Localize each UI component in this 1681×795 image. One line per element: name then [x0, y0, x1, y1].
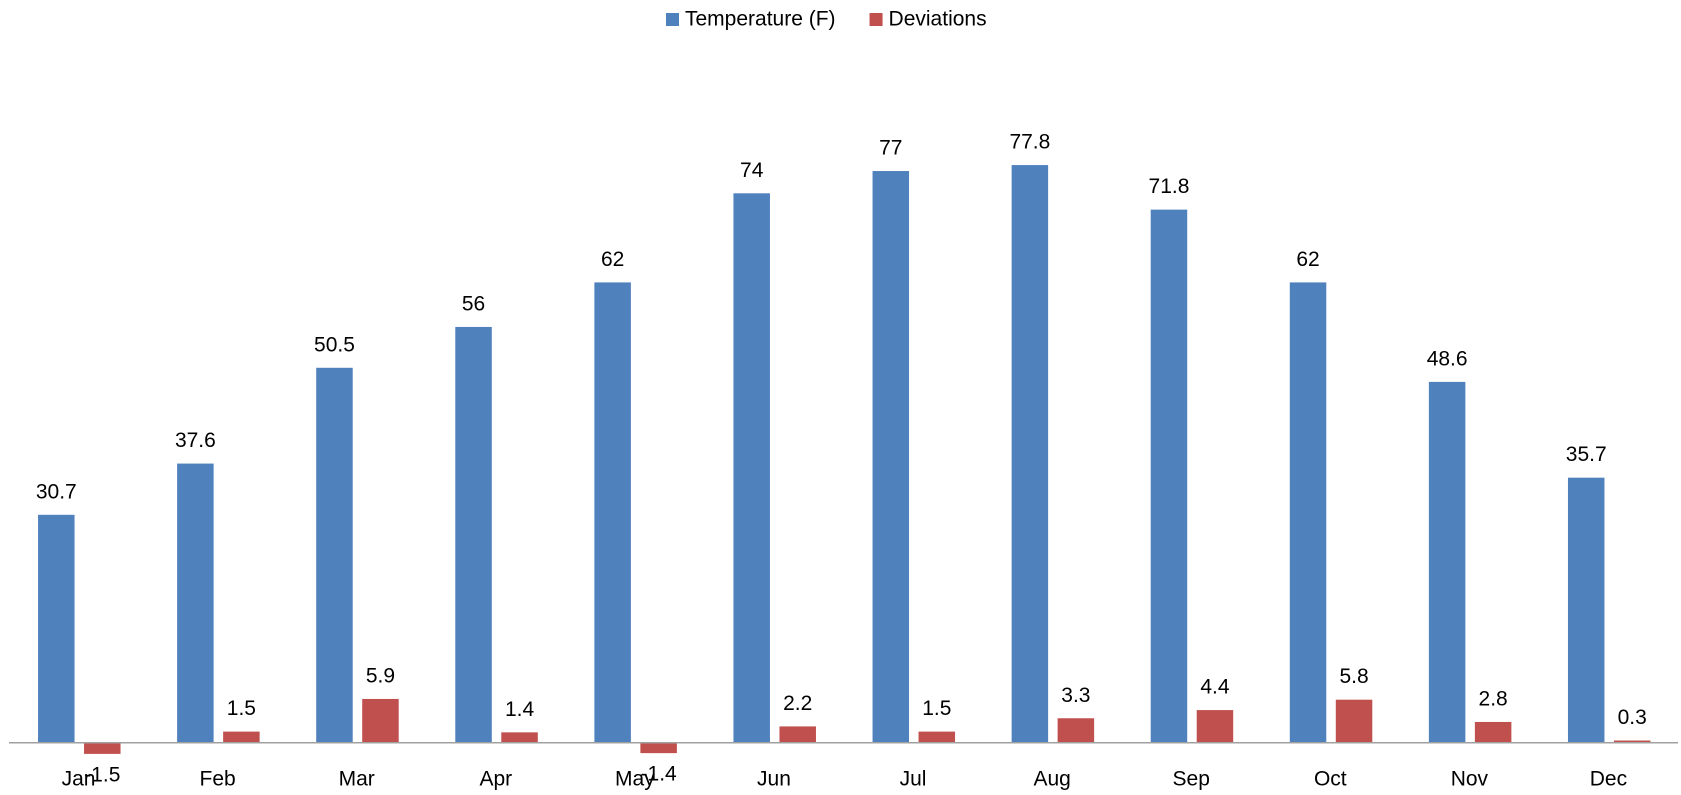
bar: [177, 463, 214, 743]
bar: [733, 193, 770, 743]
value-label: 1.4: [505, 698, 535, 721]
bar: [640, 742, 677, 754]
value-label: 71.8: [1149, 175, 1190, 198]
x-tick-label: Oct: [1314, 768, 1347, 791]
value-label: 0.3: [1618, 706, 1647, 729]
value-label: 62: [1296, 248, 1319, 271]
x-tick-label: Mar: [339, 768, 375, 791]
value-label: 48.6: [1427, 347, 1468, 370]
value-label: 2.8: [1479, 688, 1508, 711]
bar: [918, 731, 956, 743]
value-label: 1.5: [922, 697, 951, 720]
x-tick-label: Jun: [757, 768, 791, 791]
value-label: 5.9: [366, 664, 395, 687]
value-label: -1.5: [84, 763, 120, 786]
x-tick-label: May: [615, 768, 655, 791]
bar: [223, 731, 260, 743]
x-tick-label: Dec: [1590, 768, 1627, 791]
bar: [1011, 165, 1049, 743]
x-tick-label: Aug: [1033, 768, 1070, 791]
value-label: 37.6: [175, 429, 216, 452]
bar: [316, 367, 353, 743]
value-label: 77: [879, 137, 902, 160]
bar: [1150, 209, 1188, 743]
bar: [1567, 477, 1605, 743]
x-tick-label: Feb: [200, 768, 236, 791]
x-tick-label: Apr: [479, 768, 512, 791]
bar: [594, 282, 631, 743]
value-label: 4.4: [1200, 676, 1230, 699]
value-label: 74: [740, 159, 764, 182]
bar: [1428, 381, 1466, 743]
value-label: 3.3: [1061, 684, 1090, 707]
legend-label: Deviations: [889, 8, 987, 31]
value-label: 50.5: [314, 333, 355, 356]
x-tick-label: Sep: [1173, 768, 1210, 791]
value-label: 56: [462, 292, 485, 315]
bar: [455, 326, 492, 743]
value-label: 1.5: [227, 697, 256, 720]
bar: [1613, 740, 1651, 743]
bar: [84, 742, 121, 754]
value-label: 2.2: [783, 692, 812, 715]
bar: [362, 698, 399, 743]
value-label: 62: [601, 248, 624, 271]
bar: [1196, 710, 1234, 743]
value-label: 35.7: [1566, 443, 1607, 466]
value-label: 30.7: [36, 480, 77, 503]
bar: [779, 726, 816, 743]
legend-label: Temperature (F): [685, 8, 836, 31]
value-label: -1.4: [641, 763, 678, 786]
bar: [872, 171, 910, 743]
bar: [1289, 282, 1327, 743]
legend-swatch: [869, 13, 883, 26]
x-tick-label: Nov: [1451, 768, 1489, 791]
bar: [501, 732, 538, 743]
legend-swatch: [666, 13, 679, 26]
bar: [1335, 699, 1373, 743]
x-tick-label: Jul: [900, 768, 927, 791]
bar: [1057, 718, 1095, 743]
value-label: 5.8: [1339, 665, 1368, 688]
bar: [38, 514, 75, 743]
value-label: 77.8: [1009, 131, 1050, 154]
bar: [1474, 721, 1512, 743]
x-tick-label: Jan: [62, 768, 96, 791]
